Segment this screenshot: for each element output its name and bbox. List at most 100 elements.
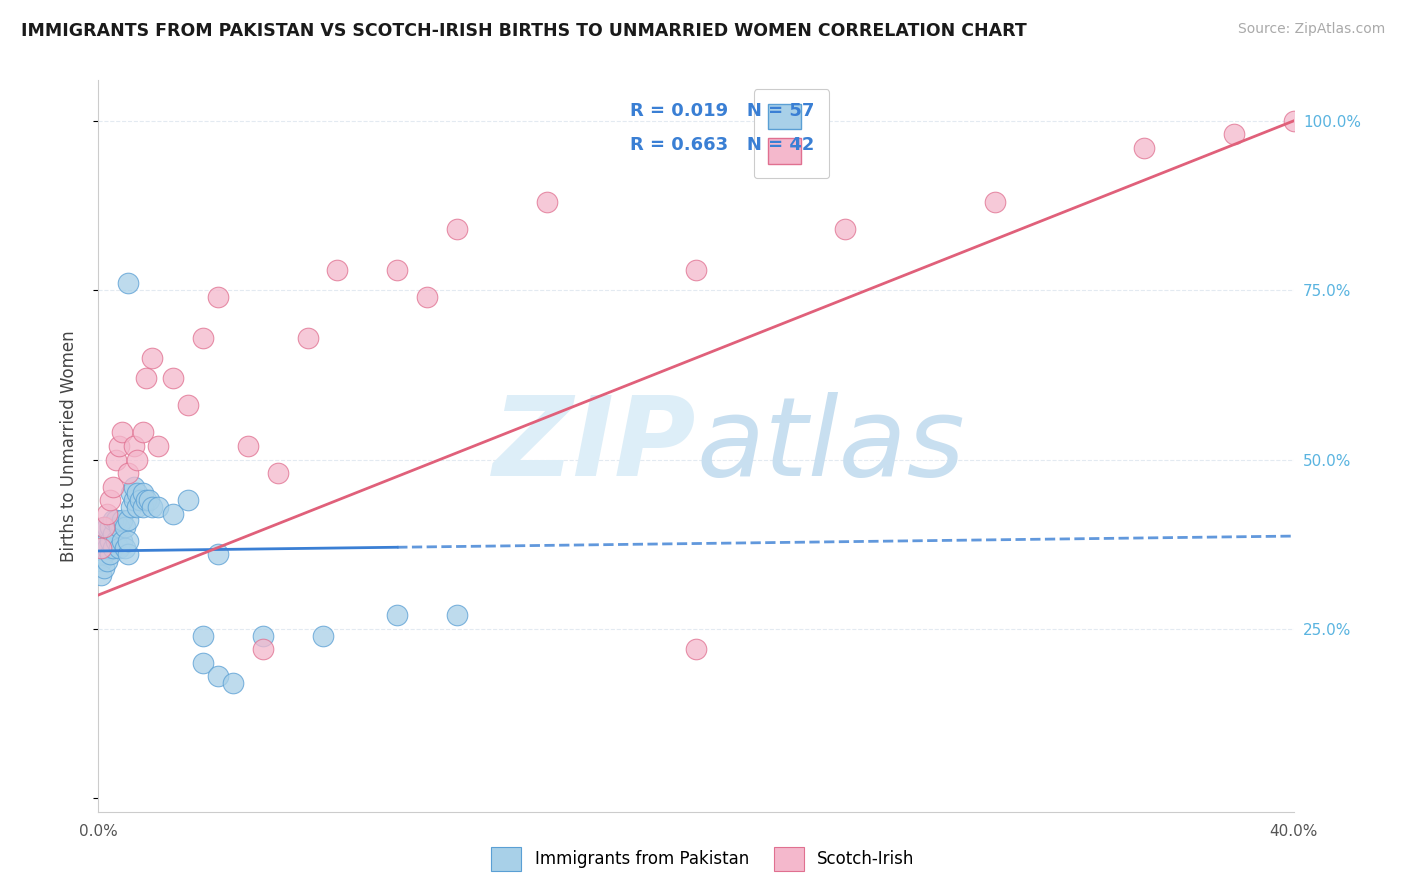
Point	[267, 466, 290, 480]
Point	[127, 500, 149, 514]
Point	[114, 541, 136, 555]
Point	[98, 520, 122, 534]
Point	[111, 514, 134, 528]
Point	[98, 533, 122, 548]
Legend: Immigrants from Pakistan, Scotch-Irish: Immigrants from Pakistan, Scotch-Irish	[484, 839, 922, 880]
Point	[96, 533, 118, 548]
Point	[111, 533, 134, 548]
Point	[191, 656, 214, 670]
Point	[141, 500, 163, 514]
Point	[685, 263, 707, 277]
Text: ZIP: ZIP	[492, 392, 696, 500]
Point	[446, 222, 468, 236]
Text: atlas: atlas	[696, 392, 965, 500]
Point	[93, 541, 115, 555]
Text: IMMIGRANTS FROM PAKISTAN VS SCOTCH-IRISH BIRTHS TO UNMARRIED WOMEN CORRELATION C: IMMIGRANTS FROM PAKISTAN VS SCOTCH-IRISH…	[21, 22, 1026, 40]
Point	[141, 351, 163, 365]
Point	[135, 493, 157, 508]
Point	[90, 541, 112, 555]
Point	[98, 493, 122, 508]
Point	[103, 480, 125, 494]
Point	[1223, 128, 1246, 142]
Point	[162, 371, 184, 385]
Point	[108, 520, 131, 534]
Point	[117, 514, 139, 528]
Point	[117, 547, 139, 561]
Point	[222, 676, 245, 690]
Point	[177, 398, 200, 412]
Point	[252, 629, 274, 643]
Point	[416, 290, 439, 304]
Point	[93, 520, 115, 534]
Point	[114, 520, 136, 534]
Point	[120, 500, 142, 514]
Y-axis label: Births to Unmarried Women: Births to Unmarried Women	[59, 330, 77, 562]
Point	[311, 629, 333, 643]
Point	[90, 541, 112, 555]
Point	[129, 493, 152, 508]
Point	[103, 541, 125, 555]
Point	[108, 541, 131, 555]
Point	[90, 554, 112, 568]
Point	[385, 263, 409, 277]
Text: R = 0.663   N = 42: R = 0.663 N = 42	[630, 136, 814, 153]
Point	[96, 541, 118, 555]
Point	[138, 493, 160, 508]
Point	[191, 331, 214, 345]
Point	[1133, 141, 1156, 155]
Point	[1282, 114, 1305, 128]
Point	[191, 629, 214, 643]
Point	[105, 452, 128, 467]
Point	[132, 425, 155, 440]
Point	[132, 486, 155, 500]
Point	[108, 439, 131, 453]
Point	[103, 527, 125, 541]
Point	[252, 642, 274, 657]
Point	[132, 500, 155, 514]
Point	[127, 452, 149, 467]
Point	[111, 425, 134, 440]
Point	[984, 195, 1007, 210]
Point	[98, 547, 122, 561]
Point	[236, 439, 259, 453]
Point	[93, 561, 115, 575]
Point	[90, 550, 112, 565]
Point	[117, 466, 139, 480]
Point	[177, 493, 200, 508]
Point	[93, 533, 115, 548]
Point	[120, 486, 142, 500]
Point	[90, 533, 112, 548]
Point	[385, 608, 409, 623]
Point	[297, 331, 319, 345]
Point	[96, 507, 118, 521]
Point	[117, 533, 139, 548]
Point	[96, 554, 118, 568]
Point	[105, 533, 128, 548]
Point	[834, 222, 856, 236]
Point	[127, 486, 149, 500]
Legend: , : ,	[754, 89, 830, 178]
Text: Source: ZipAtlas.com: Source: ZipAtlas.com	[1237, 22, 1385, 37]
Point	[103, 514, 125, 528]
Point	[685, 642, 707, 657]
Text: R = 0.019   N = 57: R = 0.019 N = 57	[630, 102, 814, 120]
Point	[207, 669, 229, 683]
Point	[148, 500, 170, 514]
Point	[446, 608, 468, 623]
Point	[207, 547, 229, 561]
Point	[124, 493, 146, 508]
Point	[207, 290, 229, 304]
Point	[93, 520, 115, 534]
Point	[536, 195, 558, 210]
Point	[124, 439, 146, 453]
Point	[117, 277, 139, 291]
Point	[135, 371, 157, 385]
Point	[90, 567, 112, 582]
Point	[96, 520, 118, 534]
Point	[148, 439, 170, 453]
Point	[93, 547, 115, 561]
Point	[326, 263, 349, 277]
Point	[124, 480, 146, 494]
Point	[162, 507, 184, 521]
Point	[105, 514, 128, 528]
